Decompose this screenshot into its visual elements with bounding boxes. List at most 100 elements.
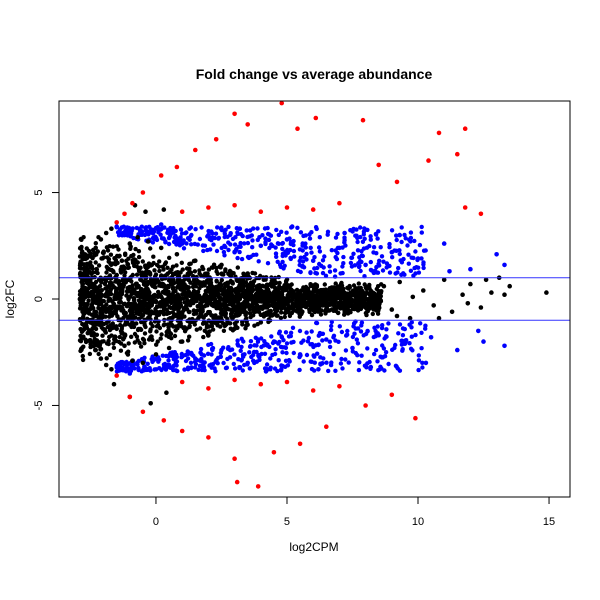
blue-cloud-point bbox=[128, 234, 133, 239]
background-point bbox=[126, 301, 131, 306]
background-point bbox=[322, 298, 327, 304]
blue-cloud-point bbox=[279, 241, 285, 246]
background-point bbox=[273, 310, 278, 316]
blue-cloud-point bbox=[327, 344, 333, 350]
blue-data-point bbox=[337, 245, 342, 251]
blue-cloud-point bbox=[267, 245, 272, 251]
blue-cloud-point bbox=[134, 225, 139, 231]
background-point bbox=[370, 311, 375, 317]
blue-cloud-point bbox=[171, 230, 176, 235]
blue-cloud-point bbox=[394, 237, 399, 243]
background-point bbox=[204, 271, 209, 276]
blue-cloud-point bbox=[383, 334, 389, 339]
background-point bbox=[338, 281, 344, 287]
blue-data-point bbox=[145, 367, 151, 372]
blue-cloud-point bbox=[178, 227, 184, 232]
background-point bbox=[331, 308, 336, 313]
background-point bbox=[140, 259, 145, 264]
x-tick-label: 15 bbox=[543, 516, 555, 528]
blue-cloud-point bbox=[261, 343, 266, 348]
background-point bbox=[322, 290, 327, 296]
black-data-point bbox=[148, 401, 153, 406]
blue-cloud-point bbox=[173, 234, 178, 239]
background-point bbox=[223, 297, 228, 303]
blue-cloud-point bbox=[226, 224, 231, 230]
red-data-point bbox=[232, 377, 237, 383]
blue-cloud-point bbox=[280, 350, 285, 355]
background-point bbox=[86, 281, 91, 287]
blue-cloud-point bbox=[386, 321, 391, 326]
blue-cloud-point bbox=[245, 240, 251, 246]
blue-cloud-point bbox=[171, 239, 177, 245]
background-point bbox=[298, 301, 303, 306]
blue-cloud-point bbox=[288, 333, 293, 339]
red-data-point bbox=[297, 441, 303, 447]
x-axis-label: log2CPM bbox=[289, 540, 338, 554]
background-point bbox=[291, 292, 296, 298]
background-point bbox=[106, 292, 111, 298]
threshold-lines bbox=[59, 277, 570, 321]
blue-cloud-point bbox=[350, 334, 356, 340]
blue-cloud-point bbox=[317, 235, 322, 240]
background-point bbox=[138, 344, 144, 349]
background-point bbox=[94, 332, 100, 337]
blue-cloud-point bbox=[239, 344, 244, 350]
background-point bbox=[323, 307, 329, 312]
blue-cloud-point bbox=[232, 366, 238, 371]
background-point bbox=[300, 309, 305, 314]
red-data-point bbox=[295, 126, 300, 131]
background-point bbox=[153, 298, 159, 304]
blue-cloud-point bbox=[174, 354, 180, 360]
background-point bbox=[342, 290, 347, 295]
blue-cloud-point bbox=[376, 368, 381, 373]
blue-cloud-point bbox=[345, 328, 350, 334]
background-point bbox=[277, 280, 282, 286]
background-point bbox=[264, 296, 269, 301]
blue-cloud-point bbox=[375, 236, 380, 241]
blue-cloud-point bbox=[418, 321, 423, 326]
background-point bbox=[163, 260, 169, 265]
background-point bbox=[96, 351, 101, 357]
background-point bbox=[98, 301, 104, 306]
blue-cloud-point bbox=[143, 225, 149, 230]
blue-cloud-point bbox=[291, 350, 296, 356]
blue-cloud-point bbox=[314, 320, 319, 326]
background-point bbox=[78, 261, 83, 266]
red-data-point bbox=[426, 158, 431, 163]
blue-cloud-point bbox=[247, 344, 253, 349]
black-data-point bbox=[88, 339, 93, 344]
background-point bbox=[135, 338, 140, 343]
blue-cloud-point bbox=[409, 334, 414, 339]
red-data-point bbox=[232, 456, 237, 462]
background-point bbox=[182, 329, 188, 334]
background-point bbox=[219, 288, 224, 293]
background-point bbox=[118, 322, 123, 328]
background-point bbox=[115, 304, 120, 309]
blue-cloud-point bbox=[353, 326, 358, 331]
background-point bbox=[322, 282, 327, 287]
background-point bbox=[201, 315, 206, 320]
blue-data-point bbox=[127, 371, 133, 376]
blue-cloud-point bbox=[158, 227, 164, 232]
blue-cloud-point bbox=[215, 225, 220, 230]
blue-cloud-point bbox=[342, 235, 347, 240]
background-point bbox=[338, 299, 343, 304]
blue-cloud-point bbox=[221, 228, 227, 233]
blue-cloud-point bbox=[275, 259, 280, 264]
background-point bbox=[156, 289, 161, 295]
black-data-point bbox=[143, 209, 148, 214]
black-data-point bbox=[77, 296, 83, 302]
blue-cloud-point bbox=[172, 350, 177, 355]
background-point bbox=[282, 300, 287, 306]
background-point bbox=[236, 300, 241, 305]
background-point bbox=[276, 274, 281, 280]
blue-cloud-point bbox=[412, 238, 417, 244]
background-point bbox=[94, 294, 100, 299]
background-point bbox=[203, 288, 208, 294]
blue-cloud-point bbox=[214, 248, 220, 254]
background-point bbox=[154, 329, 159, 334]
background-point bbox=[171, 298, 176, 303]
blue-cloud-point bbox=[368, 234, 373, 239]
blue-cloud-point bbox=[334, 256, 340, 262]
background-point bbox=[153, 272, 159, 277]
